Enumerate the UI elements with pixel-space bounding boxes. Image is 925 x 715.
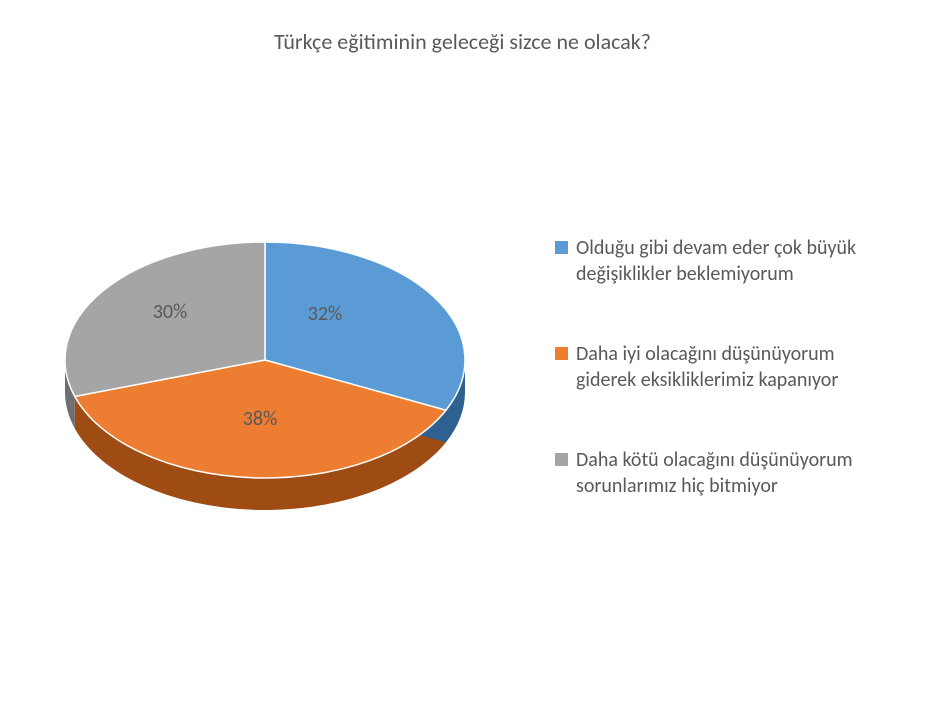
legend-item: Daha kötü olacağını düşünüyorum sorunlar…	[555, 447, 895, 499]
legend-label: Daha kötü olacağını düşünüyorum sorunlar…	[576, 447, 895, 499]
chart-title: Türkçe eğitiminin geleceği sizce ne olac…	[0, 28, 925, 55]
pie-slice-label: 32%	[308, 302, 343, 326]
legend-swatch	[555, 241, 568, 254]
pie-slice-label: 38%	[243, 407, 278, 431]
legend-label: Olduğu gibi devam eder çok büyük değişik…	[576, 235, 895, 287]
legend-item: Daha iyi olacağını düşünüyorum giderek e…	[555, 341, 895, 393]
chart-container: Türkçe eğitiminin geleceği sizce ne olac…	[0, 0, 925, 715]
legend-swatch	[555, 347, 568, 360]
pie-chart: 32% 38% 30%	[50, 200, 480, 550]
legend-swatch	[555, 453, 568, 466]
legend-label: Daha iyi olacağını düşünüyorum giderek e…	[576, 341, 895, 393]
legend-item: Olduğu gibi devam eder çok büyük değişik…	[555, 235, 895, 287]
pie-slice-label: 30%	[153, 300, 188, 324]
chart-legend: Olduğu gibi devam eder çok büyük değişik…	[555, 235, 895, 553]
